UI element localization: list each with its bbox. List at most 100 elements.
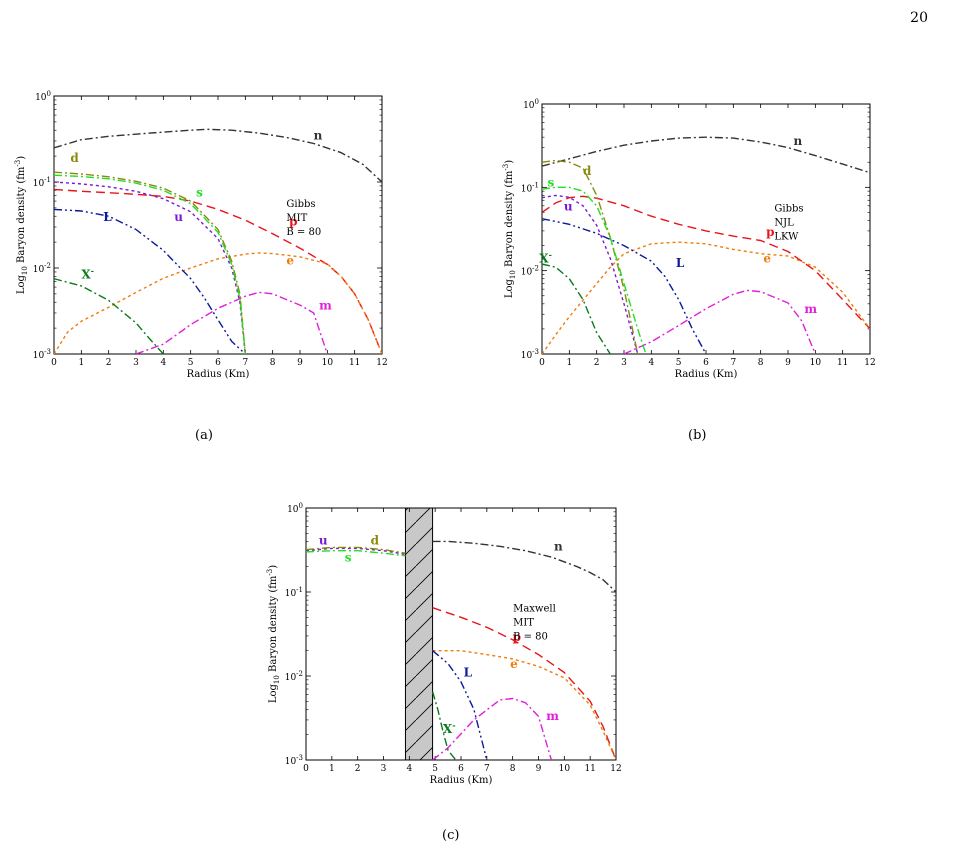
y-axis-label: Log10 Baryon density (fm-3) [502,160,517,298]
series-group [542,136,870,354]
x-tick-label: 2 [106,358,112,368]
x-tick-label: 6 [215,358,221,368]
series-line-s [306,550,406,557]
x-axis-label: Radius (Km) [187,369,250,380]
y-tick-label: 100 [287,502,303,515]
y-tick-label: 10-3 [33,348,51,361]
y-axis-label: Log10 Baryon density (fm-3) [266,565,281,703]
x-tick-label: 1 [566,358,572,368]
series-label-p: p [289,215,297,229]
series-label-e: e [510,657,518,671]
x-tick-label: 5 [676,358,682,368]
x-tick-label: 10 [810,358,822,368]
x-tick-label: 12 [610,764,621,774]
x-tick-label: 0 [539,358,545,368]
series-line-x [542,263,611,354]
x-tick-label: 2 [594,358,600,368]
series-line-d [54,171,246,354]
series-label-e: e [763,252,771,266]
caption-c: (c) [442,828,460,843]
x-axis-label: Radius (Km) [675,369,738,380]
x-tick-label: 6 [458,764,464,774]
x-tick-label: 4 [648,358,654,368]
series-line-e [542,241,870,354]
series-line-p [54,188,382,354]
series-label-n: n [793,134,802,148]
series-line-e [54,252,382,354]
x-tick-label: 11 [349,358,360,368]
series-label-m: m [546,709,559,723]
series-line-x [431,691,457,760]
series-label-d: d [371,533,380,547]
x-tick-label: 11 [837,358,848,368]
series-line-p [542,195,870,330]
x-tick-label: 9 [785,358,791,368]
series-group [54,128,382,354]
caption-a: (a) [195,428,213,443]
series-label-u: u [319,533,328,547]
series-line-x [54,278,164,354]
x-tick-label: 12 [376,358,387,368]
y-tick-label: 10-1 [33,176,51,189]
y-tick-label: 100 [35,90,51,103]
plot-frame [53,95,383,355]
caption-b: (b) [688,428,707,443]
x-tick-label: 10 [322,358,334,368]
series-line-d [306,546,406,554]
series-line-d [542,159,639,354]
annotation-line: MIT [513,617,534,628]
annotation-line: Maxwell [513,603,556,614]
series-label-m: m [319,298,332,312]
series-line-l [54,208,246,354]
x-tick-label: 8 [270,358,276,368]
x-tick-label: 4 [160,358,166,368]
series-label-s: s [196,185,203,199]
series-label-s: s [547,176,554,190]
series-label-d: d [583,164,592,178]
x-tick-label: 6 [703,358,709,368]
series-label-p: p [766,225,774,239]
x-tick-label: 9 [536,764,542,774]
series-label-n: n [314,129,323,143]
series-label-l: L [676,256,685,270]
x-tick-label: 7 [484,764,490,774]
series-label-d: d [70,151,79,165]
y-tick-label: 10-3 [285,754,303,767]
annotation-line: MIT [286,213,307,224]
y-tick-label: 10-2 [285,670,303,683]
x-tick-label: 11 [584,764,595,774]
series-line-e [432,649,616,760]
x-tick-label: 1 [329,764,335,774]
page-number: 20 [910,10,928,26]
x-axis-label: Radius (Km) [430,775,493,786]
x-tick-label: 5 [188,358,194,368]
series-label-e: e [286,253,294,267]
series-line-n [432,540,616,593]
series-label-u: u [564,199,573,213]
annotation-line: B = 80 [513,631,548,642]
series-line-l [432,650,488,760]
series-line-m [135,291,328,354]
mixed-phase-region [404,507,434,761]
annotation-line: Gibbs [286,199,315,210]
x-tick-label: 9 [297,358,303,368]
annotation-line: NJL [774,218,794,229]
annotation-line: LKW [774,232,799,243]
x-tick-label: 8 [510,764,516,774]
x-tick-label: 3 [381,764,387,774]
x-tick-label: 8 [758,358,764,368]
series-line-s [54,174,246,354]
series-line-u [542,194,639,354]
series-label-l: L [464,666,473,680]
series-line-p [432,607,616,760]
annotation-line: Gibbs [774,204,803,215]
series-line-n [54,128,382,183]
series-label-s: s [345,551,352,565]
x-tick-label: 7 [242,358,248,368]
x-tick-label: 0 [303,764,309,774]
x-tick-label: 10 [559,764,571,774]
x-tick-label: 1 [78,358,84,368]
x-tick-label: 7 [730,358,736,368]
y-tick-label: 100 [523,98,539,111]
